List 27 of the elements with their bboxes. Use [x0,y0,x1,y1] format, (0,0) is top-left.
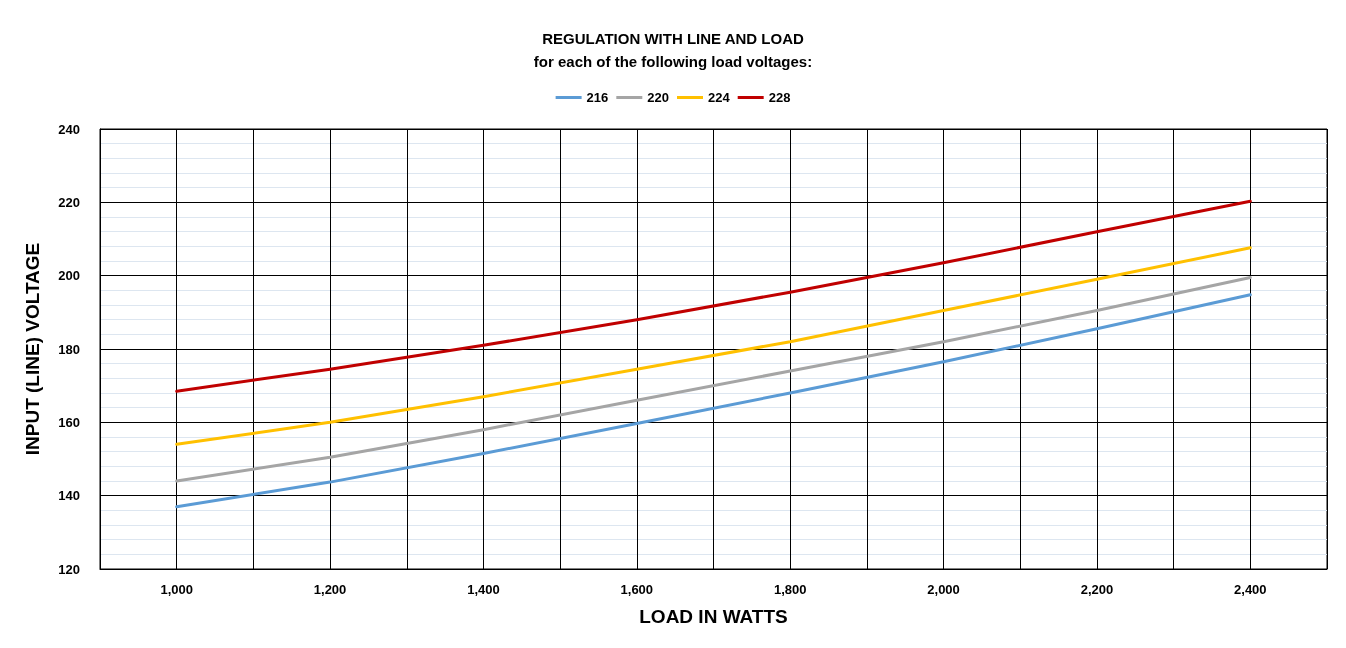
line-series [175,276,1252,483]
legend-label: 224 [708,90,731,105]
x-tick-label: 2,000 [927,582,960,597]
y-axis-title: INPUT (LINE) VOLTAGE [22,242,43,456]
y-tick-label: 180 [58,341,80,357]
y-tick-label: 200 [58,268,80,284]
y-tick-label: 220 [58,194,80,210]
line-series [175,293,1252,509]
x-tick-label: 2,200 [1080,582,1114,597]
legend-label: 228 [768,90,791,105]
y-tick-label: 120 [58,561,80,577]
x-tick-label: 2,400 [1234,582,1267,597]
legend-label: 216 [586,90,609,105]
y-tick-label: 140 [58,488,80,504]
line-series [175,199,1252,393]
legend-label: 220 [647,90,670,105]
x-tick-label: 1,000 [160,582,193,597]
x-axis-title: LOAD IN WATTS [639,606,788,627]
y-tick-label: 160 [58,414,80,430]
x-tick-label: 1,200 [313,582,347,597]
x-tick-label: 1,800 [773,582,807,597]
line-series [175,246,1252,446]
y-tick-label: 240 [58,121,80,137]
chart-title: REGULATION WITH LINE AND LOAD [542,30,804,47]
x-tick-label: 1,600 [620,582,654,597]
x-tick-label: 1,400 [467,582,500,597]
chart-subtitle: for each of the following load voltages: [533,53,813,70]
